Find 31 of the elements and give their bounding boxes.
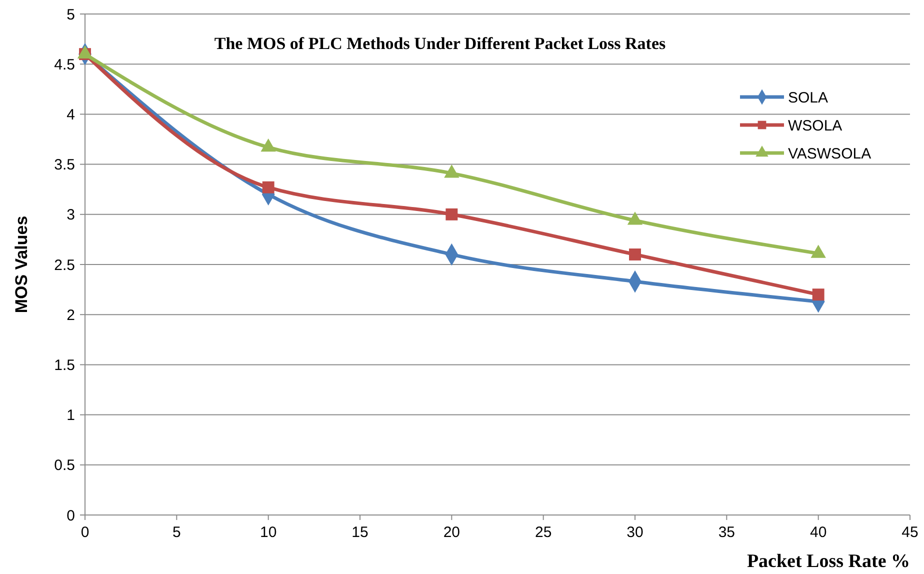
legend-label: SOLA xyxy=(788,89,828,106)
point xyxy=(629,248,641,260)
x-tick-label: 35 xyxy=(718,524,736,541)
y-tick-label: 5 xyxy=(66,6,75,24)
x-tick-label: 15 xyxy=(352,524,368,541)
x-tick-label: 5 xyxy=(172,524,181,541)
x-tick-label: 30 xyxy=(626,524,644,541)
x-tick-label: 0 xyxy=(80,524,90,541)
x-axis-title: Packet Loss Rate % xyxy=(746,551,910,572)
y-tick-label: 2.5 xyxy=(54,256,75,274)
x-tick-label: 20 xyxy=(443,524,460,541)
y-tick-label: 0.5 xyxy=(54,457,75,474)
x-tick-label: 25 xyxy=(534,524,552,541)
x-tick-label: 10 xyxy=(260,524,277,541)
y-tick-label: 1.5 xyxy=(54,356,75,374)
point xyxy=(812,288,824,301)
y-tick-label: 4.5 xyxy=(54,56,75,74)
point xyxy=(446,208,458,220)
y-axis-title: MOS Values xyxy=(12,216,31,314)
x-tick-label: 45 xyxy=(902,524,918,541)
y-tick-label: 4 xyxy=(66,106,75,124)
point xyxy=(262,181,274,194)
text: The MOS of PLC Methods Under Different Packet Loss Rates xyxy=(214,34,666,53)
y-tick-label: 1 xyxy=(66,407,75,424)
legend-label: WSOLA xyxy=(788,117,842,134)
legend-label: VASWSOLA xyxy=(788,145,872,162)
y-tick-label: 3.5 xyxy=(54,156,75,174)
y-tick-label: 0 xyxy=(66,507,75,524)
y-tick-label: 3 xyxy=(66,206,75,224)
y-tick-label: 2 xyxy=(66,306,75,324)
x-tick-label: 40 xyxy=(810,524,827,541)
